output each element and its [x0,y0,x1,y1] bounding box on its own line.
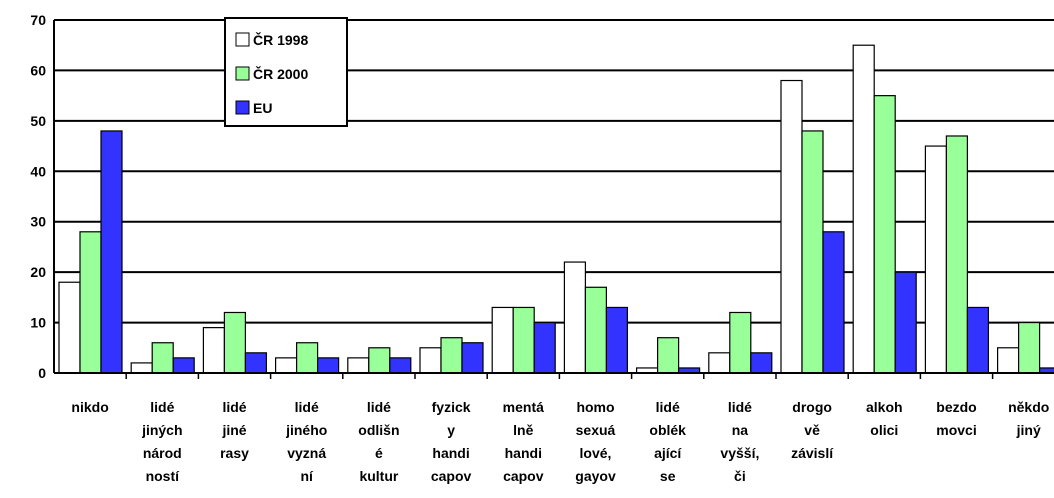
bar [491,306,514,374]
y-tick-label: 20 [30,264,46,280]
bar [708,352,731,374]
bar [894,271,917,374]
bar [130,362,153,374]
bar [996,347,1020,374]
x-tick-label: lidé na vyšší, či [720,399,759,484]
bar [368,347,391,374]
y-tick-label: 60 [30,62,46,78]
x-tick-label: lidé odlišn é kultur [358,399,399,484]
legend: ČR 1998 ČR 2000 EU [224,17,348,127]
bar [873,95,896,374]
x-tick-label: fyzick y handi capov [431,399,472,484]
bar [440,337,463,374]
legend-swatch [235,100,250,115]
x-tick-label: lidé jiné rasy [220,399,249,461]
bar [296,342,319,374]
y-tick-label: 10 [30,315,46,331]
bar [172,357,195,374]
y-tick-label: 40 [30,163,46,179]
x-tick-label: někdo jiný [1008,399,1049,438]
bar [100,130,123,374]
bar [223,311,246,374]
bar [780,79,803,374]
bar [852,44,875,374]
x-tick-label: drogo vě závislí [791,399,834,461]
bar [584,286,608,374]
bar [966,306,990,374]
legend-swatch [235,66,250,81]
legend-label: ČR 2000 [253,65,308,82]
legend-label: EU [253,100,272,116]
bar [729,311,752,374]
bar [347,357,370,374]
bar [801,130,824,374]
x-tick-label: mentá lně handi capov [503,399,544,484]
bar [79,231,102,374]
bar [244,352,267,374]
bar [945,135,969,374]
bar [58,281,81,374]
bar [202,327,225,374]
bar [389,357,412,374]
bar [563,261,587,374]
bar [151,342,174,374]
x-tick-label: homo sexuá lové, gayov [575,399,616,484]
bar [419,347,442,374]
bar [275,357,298,374]
bar [656,337,680,374]
y-tick-label: 50 [30,113,46,129]
bar [924,145,948,374]
x-tick-label: nikdo [71,399,108,415]
bar [1017,321,1041,374]
bar [512,306,535,374]
x-tick-label: lidé jiného vyzná ní [285,399,327,484]
y-tick-label: 70 [30,12,46,28]
x-tick-label: lidé oblék ající se [649,399,686,484]
bar [317,357,340,374]
legend-swatch [235,32,250,47]
bar [533,321,556,374]
y-tick-label: 30 [30,214,46,230]
y-tick-label: 0 [38,365,46,381]
x-tick-label: bezdo movci [936,399,976,438]
x-tick-label: alkoh olici [866,399,903,438]
bar [605,306,629,374]
x-tick-label: lidé jiných národ ností [141,399,182,484]
bar [461,342,484,374]
legend-label: ČR 1998 [253,31,308,48]
bar [822,231,845,374]
bar [750,352,773,374]
